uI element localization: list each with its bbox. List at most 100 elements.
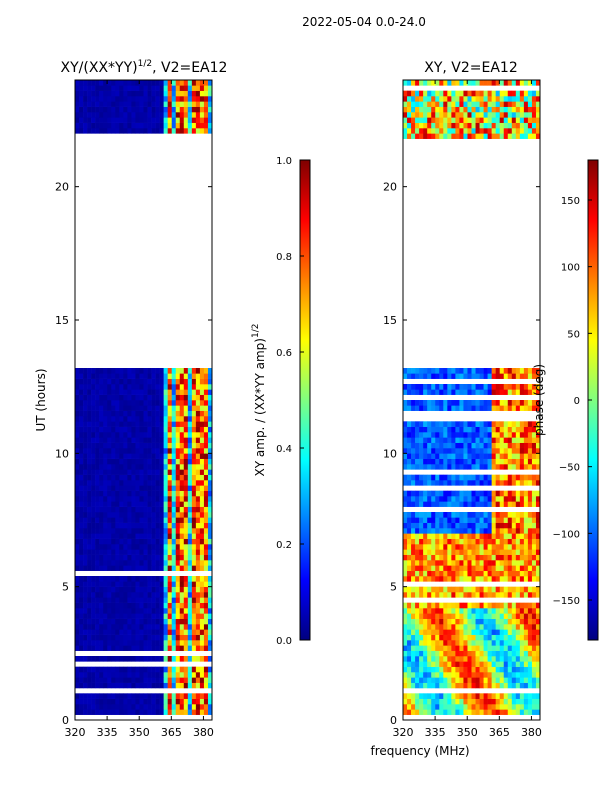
- heatmap-cell: [479, 554, 484, 561]
- heatmap-cell: [491, 682, 496, 689]
- heatmap-cell: [171, 576, 177, 582]
- heatmap-cell: [507, 661, 513, 667]
- heatmap-cell: [531, 480, 537, 486]
- heatmap-cell: [159, 426, 164, 433]
- heatmap-cell: [459, 682, 464, 689]
- heatmap-cell: [487, 512, 492, 518]
- heatmap-cell: [139, 565, 144, 571]
- heatmap-cell: [459, 533, 464, 539]
- heatmap-cell: [135, 677, 140, 683]
- heatmap-cell: [411, 517, 416, 523]
- heatmap-cell: [515, 373, 521, 379]
- heatmap-cell: [407, 650, 412, 657]
- heatmap-cell: [143, 469, 148, 475]
- heatmap-cell: [439, 544, 444, 550]
- heatmap-cell: [131, 544, 136, 550]
- heatmap-cell: [519, 490, 525, 497]
- heatmap-cell: [403, 672, 408, 678]
- heatmap-cell: [119, 560, 124, 566]
- heatmap-cell: [127, 704, 132, 710]
- heatmap-cell: [475, 496, 480, 502]
- heatmap-cell: [459, 112, 464, 118]
- heatmap-cell: [107, 106, 112, 113]
- heatmap-cell: [175, 693, 181, 699]
- heatmap-cell: [419, 709, 424, 715]
- heatmap-cell: [139, 682, 144, 689]
- heatmap-cell: [87, 432, 92, 438]
- heatmap-cell: [419, 501, 424, 507]
- heatmap-cell: [503, 512, 509, 518]
- heatmap-cell: [427, 560, 432, 566]
- heatmap-cell: [107, 666, 112, 673]
- heatmap-cell: [151, 634, 156, 641]
- heatmap-cell: [503, 128, 509, 134]
- heatmap-cell: [131, 517, 136, 523]
- y-tick-label: 10: [55, 447, 69, 460]
- heatmap-cell: [127, 528, 132, 534]
- heatmap-cell: [127, 576, 132, 582]
- heatmap-cell: [519, 645, 525, 651]
- heatmap-cell: [407, 512, 412, 518]
- heatmap-cell: [531, 426, 537, 433]
- heatmap-cell: [447, 693, 452, 699]
- heatmap-cell: [487, 80, 492, 86]
- heatmap-cell: [135, 666, 140, 673]
- heatmap-cell: [99, 378, 104, 385]
- heatmap-cell: [487, 672, 492, 678]
- heatmap-cell: [495, 565, 501, 571]
- heatmap-cell: [111, 122, 116, 129]
- heatmap-cell: [447, 522, 452, 529]
- heatmap-cell: [147, 506, 152, 513]
- heatmap-cell: [139, 112, 144, 118]
- heatmap-cell: [75, 592, 80, 598]
- heatmap-cell: [139, 618, 144, 625]
- heatmap-cell: [439, 400, 444, 406]
- heatmap-cell: [195, 453, 201, 459]
- heatmap-cell: [439, 698, 444, 705]
- heatmap-cell: [463, 549, 468, 555]
- heatmap-cell: [535, 384, 540, 390]
- heatmap-cell: [479, 565, 484, 571]
- x-tick-label: 350: [457, 726, 478, 739]
- heatmap-cell: [179, 672, 185, 678]
- heatmap-cell: [463, 666, 468, 673]
- heatmap-cell: [431, 682, 436, 689]
- heatmap-cell: [427, 570, 432, 577]
- heatmap-cell: [155, 117, 160, 123]
- heatmap-cell: [151, 394, 156, 401]
- heatmap-cell: [507, 501, 513, 507]
- heatmap-cell: [91, 624, 96, 630]
- heatmap-cell: [403, 709, 408, 715]
- heatmap-cell: [163, 474, 168, 481]
- heatmap-cell: [191, 122, 197, 129]
- heatmap-cell: [451, 693, 456, 699]
- heatmap-cell: [91, 512, 96, 518]
- heatmap-cell: [91, 106, 96, 113]
- heatmap-cell: [139, 597, 144, 603]
- heatmap-cell: [91, 501, 96, 507]
- heatmap-cell: [87, 490, 92, 497]
- heatmap-cell: [99, 368, 104, 374]
- heatmap-cell: [187, 693, 193, 699]
- heatmap-cell: [455, 464, 460, 470]
- heatmap-cell: [435, 677, 440, 683]
- heatmap-cell: [407, 592, 412, 598]
- heatmap-cell: [415, 426, 420, 433]
- heatmap-cell: [139, 554, 144, 561]
- heatmap-cell: [163, 682, 168, 689]
- heatmap-cell: [535, 618, 540, 625]
- heatmap-cell: [119, 528, 124, 534]
- heatmap-cell: [527, 698, 533, 705]
- heatmap-cell: [439, 576, 444, 582]
- heatmap-cell: [191, 384, 197, 390]
- heatmap-cell: [487, 101, 492, 107]
- heatmap-cell: [459, 698, 464, 705]
- heatmap-cell: [131, 709, 136, 715]
- heatmap-cell: [155, 629, 160, 635]
- heatmap-cell: [187, 672, 193, 678]
- heatmap-cell: [431, 602, 436, 609]
- heatmap-cell: [519, 618, 525, 625]
- heatmap-cell: [411, 90, 416, 97]
- heatmap-cell: [179, 90, 185, 97]
- colorbar-tick-label: −150: [553, 596, 580, 607]
